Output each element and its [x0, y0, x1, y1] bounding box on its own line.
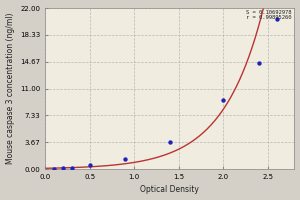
Point [87, 164, 92, 167]
Point [61, 167, 65, 170]
Point [256, 61, 261, 65]
Text: S = 0.10692978
r = 0.99895260: S = 0.10692978 r = 0.99895260 [247, 10, 292, 20]
Y-axis label: Mouse caspase 3 concentration (ng/ml): Mouse caspase 3 concentration (ng/ml) [6, 13, 15, 164]
Point [52, 167, 56, 170]
Point [123, 157, 128, 160]
Point [221, 98, 226, 101]
X-axis label: Optical Density: Optical Density [140, 185, 199, 194]
Point [70, 166, 74, 169]
Point [167, 140, 172, 144]
Point [274, 17, 279, 21]
